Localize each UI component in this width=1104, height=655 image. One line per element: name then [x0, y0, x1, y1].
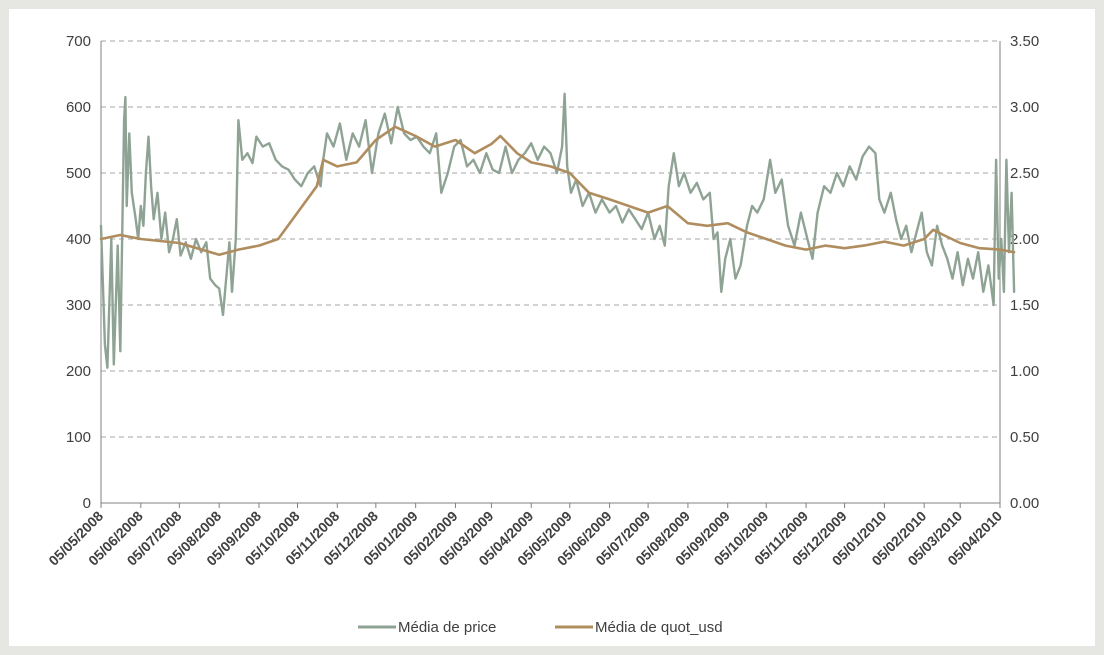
y-left-tick-label: 600	[66, 99, 91, 116]
series-line-price	[99, 92, 1016, 369]
y-left-tick-label: 0	[83, 495, 91, 512]
y-left-tick-label: 200	[66, 363, 91, 380]
y-right-tick-label: 1.50	[1010, 297, 1039, 314]
y-right-tick-label: 1.00	[1010, 363, 1039, 380]
y-left-tick-label: 300	[66, 297, 91, 314]
y-right-tick-label: 3.00	[1010, 99, 1039, 116]
series-line-quot-usd	[99, 125, 1016, 257]
y-right-tick-label: 0.00	[1010, 495, 1039, 512]
legend-label: Média de quot_usd	[595, 619, 723, 636]
y-right-tick-label: 0.50	[1010, 429, 1039, 446]
y-right-tick-label: 3.50	[1010, 33, 1039, 50]
chart-panel	[9, 9, 1095, 646]
y-left-tick-label: 500	[66, 165, 91, 182]
legend-label: Média de price	[398, 619, 496, 636]
y-left-tick-label: 400	[66, 231, 91, 248]
y-left-tick-label: 700	[66, 33, 91, 50]
y-right-tick-label: 2.00	[1010, 231, 1039, 248]
y-right-tick-label: 2.50	[1010, 165, 1039, 182]
y-left-tick-label: 100	[66, 429, 91, 446]
